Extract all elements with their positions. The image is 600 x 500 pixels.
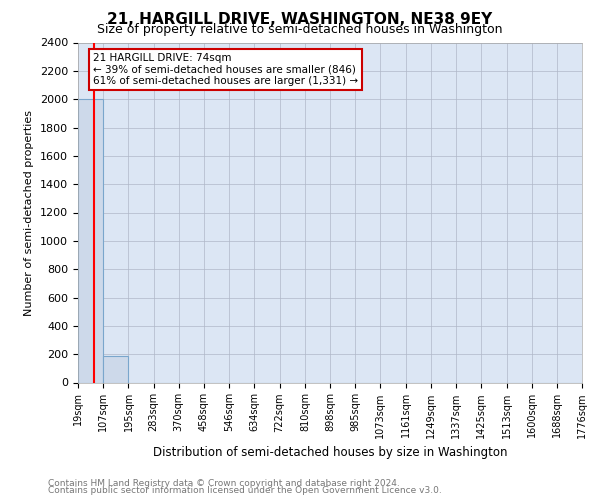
Text: 21 HARGILL DRIVE: 74sqm
← 39% of semi-detached houses are smaller (846)
61% of s: 21 HARGILL DRIVE: 74sqm ← 39% of semi-de… <box>93 52 358 86</box>
X-axis label: Distribution of semi-detached houses by size in Washington: Distribution of semi-detached houses by … <box>153 446 507 459</box>
Text: Contains HM Land Registry data © Crown copyright and database right 2024.: Contains HM Land Registry data © Crown c… <box>48 478 400 488</box>
Text: 21, HARGILL DRIVE, WASHINGTON, NE38 9EY: 21, HARGILL DRIVE, WASHINGTON, NE38 9EY <box>107 12 493 28</box>
Bar <box>103 356 128 382</box>
Y-axis label: Number of semi-detached properties: Number of semi-detached properties <box>25 110 34 316</box>
Text: Size of property relative to semi-detached houses in Washington: Size of property relative to semi-detach… <box>97 22 503 36</box>
Text: Contains public sector information licensed under the Open Government Licence v3: Contains public sector information licen… <box>48 486 442 495</box>
Bar <box>78 99 103 382</box>
